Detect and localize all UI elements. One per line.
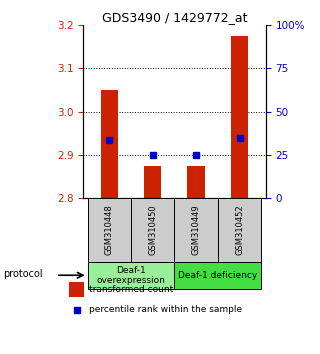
Text: Deaf-1
overexpression: Deaf-1 overexpression [97,266,165,285]
Bar [231,36,248,198]
Bar [174,262,261,289]
Bar [69,282,84,297]
Bar [174,198,218,262]
Title: GDS3490 / 1429772_at: GDS3490 / 1429772_at [102,11,247,24]
Bar [88,262,174,289]
Bar [131,198,174,262]
Text: GSM310448: GSM310448 [105,205,114,256]
Bar [144,166,161,198]
Bar [100,90,118,198]
Text: GSM310452: GSM310452 [235,205,244,256]
Bar [188,166,205,198]
Text: GSM310449: GSM310449 [192,205,201,256]
Text: transformed count: transformed count [89,285,173,294]
Text: Deaf-1 deficiency: Deaf-1 deficiency [178,271,258,280]
Bar [218,198,261,262]
Bar [88,198,131,262]
Text: protocol: protocol [3,269,43,279]
Text: GSM310450: GSM310450 [148,205,157,256]
Text: percentile rank within the sample: percentile rank within the sample [89,305,242,314]
